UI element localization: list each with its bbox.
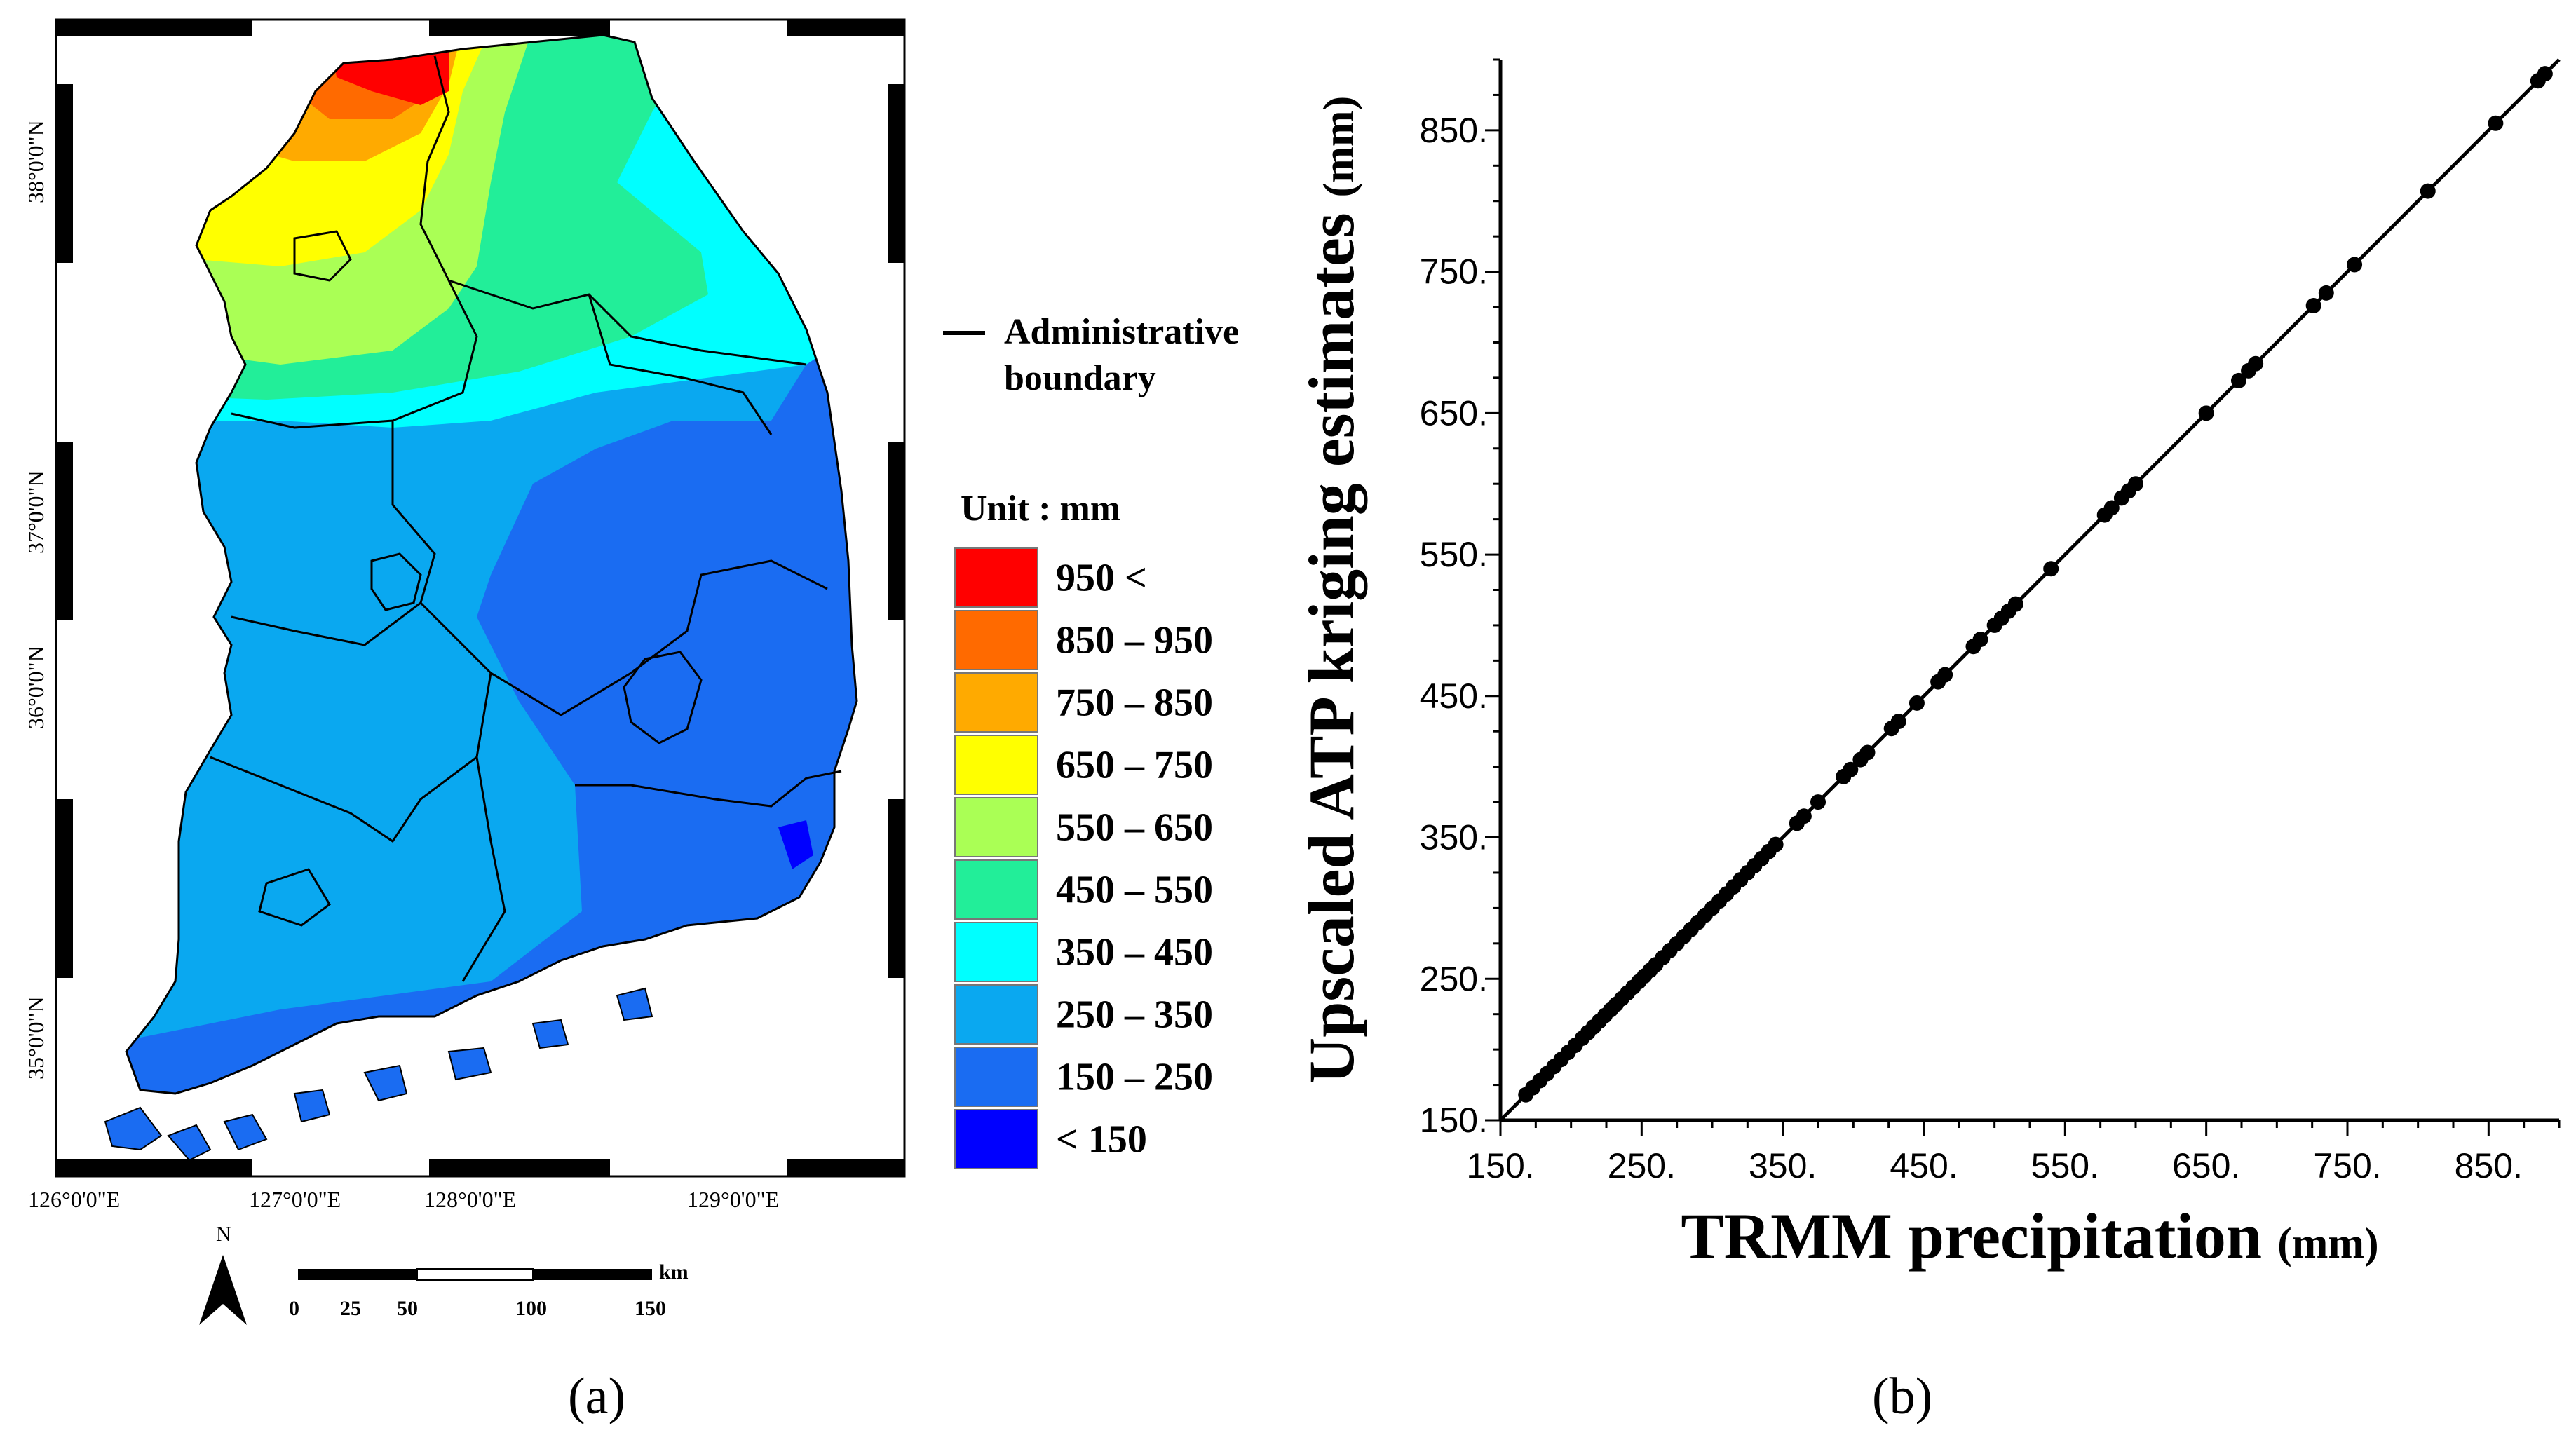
- scatter-point: [2537, 66, 2553, 82]
- lon-label-126: 126°0'0"E: [28, 1187, 120, 1212]
- legend-label: 450 – 550: [1056, 868, 1213, 911]
- x-axis-label: TRMM precipitation (mm): [1681, 1200, 2378, 1272]
- scatter-point: [1972, 632, 1988, 648]
- north-arrow: N: [199, 1223, 247, 1325]
- lat-label-37: 37°0'0"N: [23, 470, 48, 554]
- y-tick-label: 350.: [1420, 818, 1488, 857]
- lat-label-35: 35°0'0"N: [23, 996, 48, 1080]
- boundary-legend: Administrative boundary: [943, 312, 1239, 398]
- scatter-point: [2103, 500, 2120, 516]
- legend-label: 650 – 750: [1056, 743, 1213, 787]
- scatter-point: [2318, 285, 2334, 301]
- scatter-point: [2043, 561, 2059, 577]
- scatter-point: [2007, 596, 2023, 612]
- legend-swatch: [954, 610, 1038, 670]
- scatter-point: [1768, 836, 1784, 852]
- legend-label: 950 <: [1056, 556, 1147, 599]
- scale-bar: km 0 25 50 100 150: [289, 1260, 689, 1320]
- scale-label: 50: [397, 1297, 418, 1320]
- legend-swatch: [954, 922, 1038, 982]
- administrative-boundaries: [125, 34, 858, 1095]
- north-label: N: [216, 1223, 231, 1246]
- scatter-point: [1843, 761, 1859, 777]
- y-tick-label: 450.: [1420, 676, 1488, 716]
- legend-swatch: [954, 797, 1038, 857]
- caption-b: (b): [1872, 1368, 1933, 1425]
- lat-label-36: 36°0'0"N: [23, 646, 48, 729]
- y-axis-label: Upscaled ATP kriging estimates (mm): [1296, 96, 1367, 1084]
- caption-a: (a): [568, 1368, 626, 1425]
- legend-swatch: [954, 1047, 1038, 1107]
- y-axis-unit: (mm): [1315, 96, 1363, 198]
- scatter-points: [1518, 66, 2553, 1103]
- scatter-point: [1796, 808, 1812, 824]
- x-tick-label: 850.: [2455, 1146, 2523, 1185]
- x-tick-label: 550.: [2031, 1146, 2099, 1185]
- precipitation-legend: Unit : mm 950 < 850 – 950 750 – 850 650 – 7…: [954, 489, 1213, 1169]
- lon-label-128: 128°0'0"E: [424, 1187, 516, 1212]
- legend-swatch: [954, 1109, 1038, 1169]
- legend-label: < 150: [1056, 1117, 1147, 1161]
- lon-label-129: 129°0'0"E: [687, 1187, 779, 1212]
- y-tick-label: 150.: [1420, 1101, 1488, 1140]
- legend-title: Unit : mm: [961, 489, 1120, 529]
- legend-label: 850 – 950: [1056, 618, 1213, 662]
- legend-swatch: [954, 547, 1038, 608]
- scatter-point: [2198, 405, 2214, 421]
- y-axis-title: Upscaled ATP kriging estimates: [1296, 212, 1367, 1084]
- scatter-point: [2488, 115, 2504, 131]
- x-axis-title: TRMM precipitation: [1681, 1200, 2262, 1272]
- scatter-point: [1937, 667, 1953, 683]
- x-tick-label: 750.: [2313, 1146, 2381, 1185]
- y-tick-label: 850.: [1420, 111, 1488, 150]
- x-tick-label: 350.: [1749, 1146, 1817, 1185]
- legend-label: 350 – 450: [1056, 930, 1213, 974]
- precipitation-map-panel: 126°0'0"E 127°0'0"E 128°0'0"E 129°0'0"E …: [23, 18, 1239, 1325]
- legend-swatch: [954, 735, 1038, 795]
- scatter-axes: 150. 250. 350. 450. 550. 650. 750. 850. 150. 250.…: [1420, 58, 2561, 1185]
- scale-label: 100: [515, 1297, 547, 1320]
- scale-label: 0: [289, 1297, 299, 1320]
- lon-label-127: 127°0'0"E: [249, 1187, 341, 1212]
- scatter-point: [2248, 355, 2264, 372]
- x-tick-label: 150.: [1466, 1146, 1534, 1185]
- scatter-point: [2347, 257, 2363, 273]
- boundary-legend-line2: boundary: [1004, 358, 1156, 398]
- scatter-point: [2305, 298, 2321, 314]
- legend-swatch: [954, 672, 1038, 733]
- scale-unit: km: [659, 1260, 689, 1284]
- scale-label: 25: [340, 1297, 361, 1320]
- legend-swatch: [954, 859, 1038, 920]
- y-tick-label: 250.: [1420, 959, 1488, 998]
- scatter-point: [2420, 183, 2436, 199]
- southwest-islands: [104, 987, 653, 1162]
- scatter-point: [1810, 794, 1826, 810]
- y-tick-label: 550.: [1420, 535, 1488, 574]
- x-axis-unit: (mm): [2277, 1220, 2379, 1267]
- north-arrow-icon: [199, 1255, 247, 1325]
- lat-label-38: 38°0'0"N: [23, 120, 48, 203]
- scale-label: 150: [635, 1297, 666, 1320]
- y-tick-label: 650.: [1420, 393, 1488, 433]
- legend-label: 150 – 250: [1056, 1055, 1213, 1098]
- scatter-point: [2128, 476, 2143, 492]
- scatter-point: [1859, 744, 1876, 761]
- boundary-legend-line1: Administrative: [1004, 312, 1239, 352]
- y-tick-label: 750.: [1420, 252, 1488, 292]
- graticule-labels: 126°0'0"E 127°0'0"E 128°0'0"E 129°0'0"E …: [23, 120, 779, 1212]
- x-tick-label: 250.: [1608, 1146, 1676, 1185]
- legend-label: 250 – 350: [1056, 993, 1213, 1036]
- x-tick-label: 650.: [2172, 1146, 2240, 1185]
- scatter-point: [1890, 714, 1906, 730]
- scatter-point: [2230, 372, 2246, 388]
- x-tick-label: 450.: [1890, 1146, 1958, 1185]
- legend-label: 550 – 650: [1056, 805, 1213, 849]
- scatter-point: [1909, 695, 1925, 711]
- scatter-chart: 150. 250. 350. 450. 550. 650. 750. 850. 150. 250.…: [1296, 58, 2561, 1272]
- legend-swatch: [954, 984, 1038, 1045]
- legend-label: 750 – 850: [1056, 681, 1213, 724]
